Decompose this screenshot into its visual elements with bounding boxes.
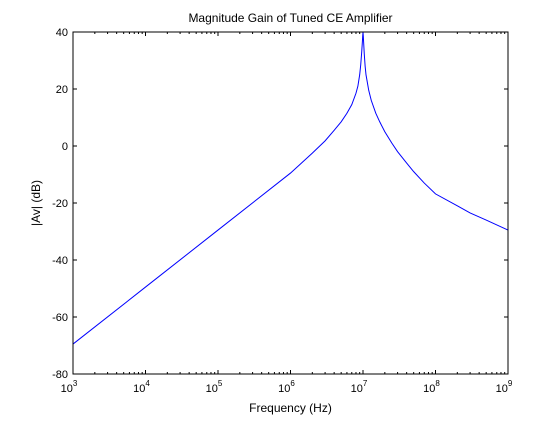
y-tick-label: -40: [52, 255, 68, 267]
x-tick-label-base: 10: [496, 383, 508, 395]
y-tick-label: -60: [52, 312, 68, 324]
x-axis-label: Frequency (Hz): [249, 401, 332, 415]
y-tick-label: 20: [56, 84, 68, 96]
x-tick-label-exponent: 9: [508, 379, 513, 388]
chart-title: Magnitude Gain of Tuned CE Amplifier: [188, 11, 392, 25]
y-tick-label: -20: [52, 198, 68, 210]
y-axis-label: |Av| (dB): [29, 180, 43, 226]
x-tick-label-exponent: 8: [435, 379, 440, 388]
x-tick-label-exponent: 4: [145, 379, 150, 388]
x-tick-label-exponent: 7: [363, 379, 368, 388]
x-tick-label-exponent: 6: [290, 379, 295, 388]
x-tick-label-base: 10: [278, 383, 290, 395]
x-tick-label-exponent: 5: [218, 379, 223, 388]
x-tick-label-base: 10: [133, 383, 145, 395]
y-tick-label: 40: [56, 27, 68, 39]
x-tick-label-base: 10: [423, 383, 435, 395]
x-tick-label-base: 10: [351, 383, 363, 395]
x-tick-label-exponent: 3: [73, 379, 78, 388]
y-tick-label: 0: [62, 141, 68, 153]
x-tick-label-base: 10: [61, 383, 73, 395]
x-tick-label-base: 10: [206, 383, 218, 395]
plot-area: [73, 32, 508, 374]
y-tick-label: -80: [52, 369, 68, 381]
